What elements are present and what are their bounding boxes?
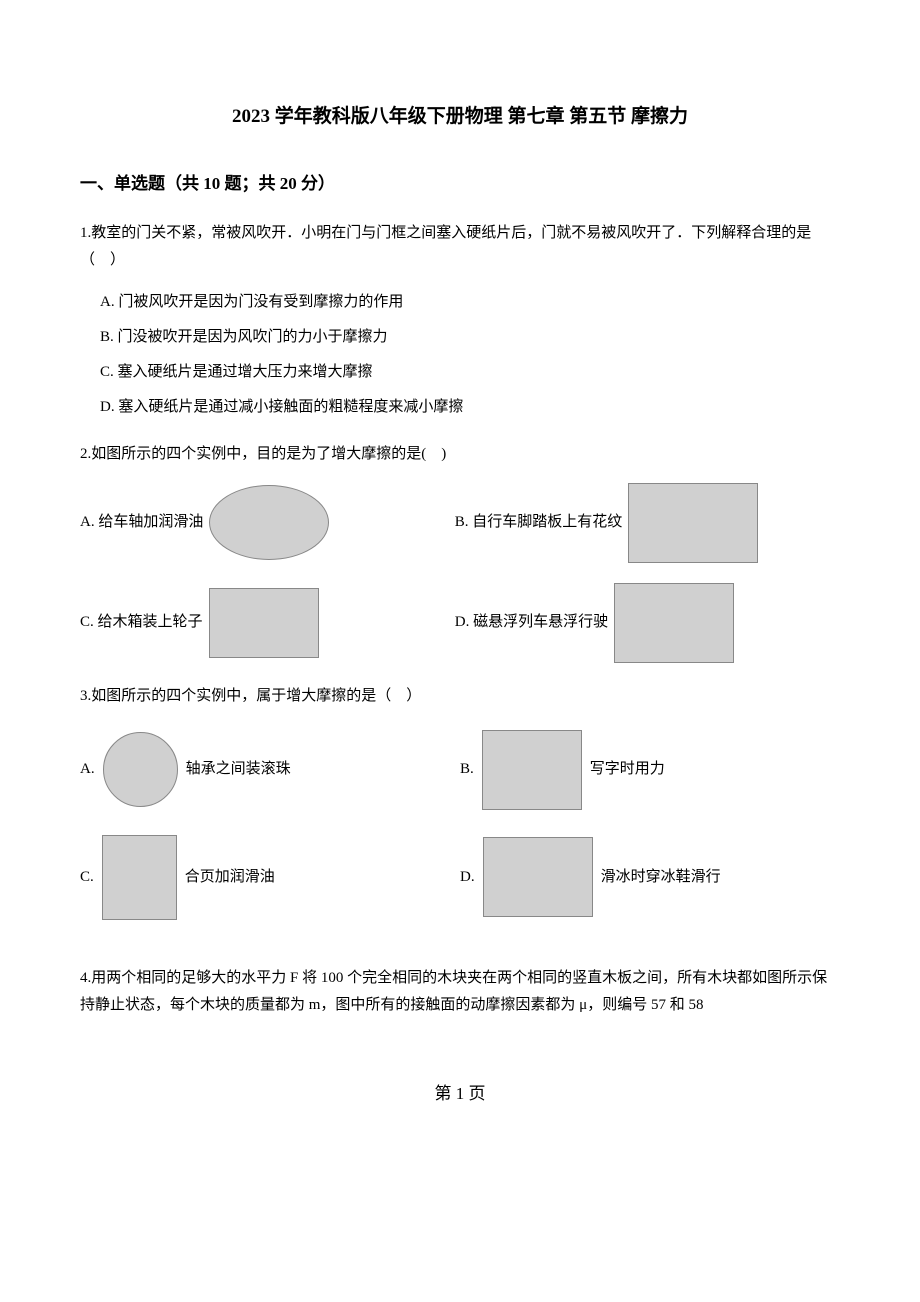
q3-option-d-prefix: D. <box>460 864 475 891</box>
bearing-image <box>103 732 178 807</box>
question-1: 1.教室的门关不紧，常被风吹开．小明在门与门框之间塞入硬纸片后，门就不易被风吹开… <box>80 220 840 421</box>
question-2: 2.如图所示的四个实例中，目的是为了增大摩擦的是( ) A. 给车轴加润滑油 B… <box>80 441 840 663</box>
q2-option-d-label: D. 磁悬浮列车悬浮行驶 <box>455 609 608 636</box>
question-1-text: 1.教室的门关不紧，常被风吹开．小明在门与门框之间塞入硬纸片后，门就不易被风吹开… <box>80 220 840 274</box>
bicycle-image <box>628 483 758 563</box>
skating-image <box>483 837 593 917</box>
hinge-image <box>102 835 177 920</box>
q3-option-b-prefix: B. <box>460 756 474 783</box>
cart-wheels-image <box>209 588 319 658</box>
q3-option-a-text: 轴承之间装滚珠 <box>186 756 291 783</box>
q2-option-c: C. 给木箱装上轮子 <box>80 588 445 658</box>
q3-option-c: C. 合页加润滑油 <box>80 835 460 920</box>
q1-option-d: D. 塞入硬纸片是通过减小接触面的粗糙程度来减小摩擦 <box>80 394 840 421</box>
q3-option-c-prefix: C. <box>80 864 94 891</box>
maglev-train-image <box>614 583 734 663</box>
q2-option-d: D. 磁悬浮列车悬浮行驶 <box>455 583 820 663</box>
q2-option-b-label: B. 自行车脚踏板上有花纹 <box>455 509 623 536</box>
question-4: 4.用两个相同的足够大的水平力 F 将 100 个完全相同的木块夹在两个相同的竖… <box>80 965 840 1019</box>
question-3: 3.如图所示的四个实例中，属于增大摩擦的是（ ） A. 轴承之间装滚珠 B. 写… <box>80 683 840 945</box>
q2-option-a: A. 给车轴加润滑油 <box>80 485 445 560</box>
q3-option-c-text: 合页加润滑油 <box>185 864 275 891</box>
section-header: 一、单选题（共 10 题；共 20 分） <box>80 169 840 200</box>
question-3-text: 3.如图所示的四个实例中，属于增大摩擦的是（ ） <box>80 683 840 710</box>
q2-option-b: B. 自行车脚踏板上有花纹 <box>455 483 820 563</box>
q2-option-a-label: A. 给车轴加润滑油 <box>80 509 203 536</box>
q1-option-c: C. 塞入硬纸片是通过增大压力来增大摩擦 <box>80 359 840 386</box>
q2-option-c-label: C. 给木箱装上轮子 <box>80 609 203 636</box>
q3-option-d: D. 滑冰时穿冰鞋滑行 <box>460 835 840 920</box>
writing-image <box>482 730 582 810</box>
q3-option-b: B. 写字时用力 <box>460 730 840 810</box>
q3-option-grid: A. 轴承之间装滚珠 B. 写字时用力 C. 合页加润滑油 D. 滑冰时穿冰鞋滑… <box>80 730 840 945</box>
page-footer: 第 1 页 <box>80 1079 840 1110</box>
question-4-text: 4.用两个相同的足够大的水平力 F 将 100 个完全相同的木块夹在两个相同的竖… <box>80 965 840 1019</box>
q3-option-b-text: 写字时用力 <box>590 756 665 783</box>
question-2-text: 2.如图所示的四个实例中，目的是为了增大摩擦的是( ) <box>80 441 840 468</box>
q1-option-a: A. 门被风吹开是因为门没有受到摩擦力的作用 <box>80 289 840 316</box>
q1-option-b: B. 门没被吹开是因为风吹门的力小于摩擦力 <box>80 324 840 351</box>
q3-option-d-text: 滑冰时穿冰鞋滑行 <box>601 864 721 891</box>
q2-option-grid: A. 给车轴加润滑油 B. 自行车脚踏板上有花纹 C. 给木箱装上轮子 D. 磁… <box>80 483 840 663</box>
q3-option-a-prefix: A. <box>80 756 95 783</box>
q3-option-a: A. 轴承之间装滚珠 <box>80 730 460 810</box>
wheel-oil-image <box>209 485 329 560</box>
page-title: 2023 学年教科版八年级下册物理 第七章 第五节 摩擦力 <box>80 100 840 134</box>
